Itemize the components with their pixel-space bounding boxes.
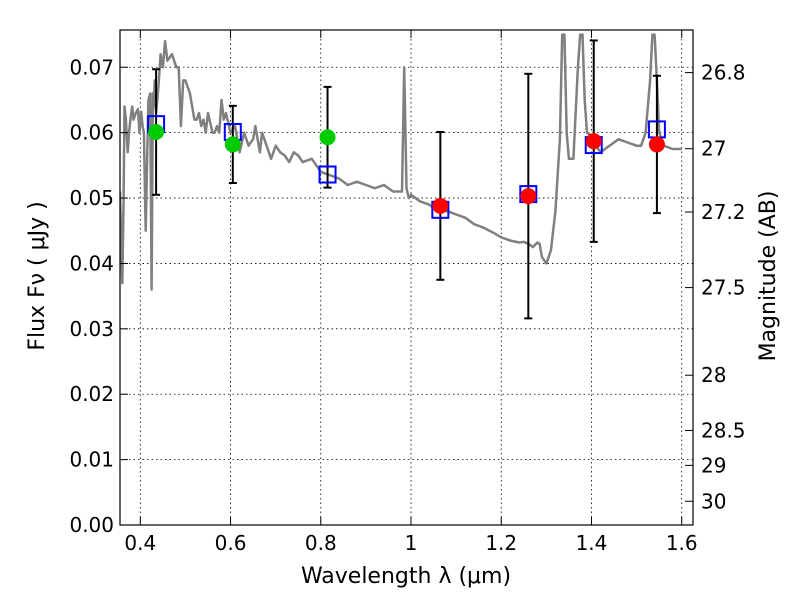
x-tick-label: 0.4	[124, 531, 156, 555]
model-spectrum	[120, 33, 682, 291]
x-tick-label: 1.6	[666, 531, 698, 555]
right-tick-label: 27.5	[701, 276, 746, 300]
right-tick-label: 27	[701, 137, 726, 161]
observed-point	[432, 197, 449, 214]
y-tick-label: 0.01	[69, 448, 114, 472]
observed-point	[224, 136, 241, 153]
grid	[120, 30, 693, 526]
data-points	[147, 115, 666, 219]
y-tick-label: 0.04	[69, 251, 114, 275]
right-tick-label: 29	[701, 453, 726, 477]
spectrum-line	[120, 33, 682, 291]
right-tick-label: 30	[701, 489, 726, 513]
y-tick-label: 0.02	[69, 382, 114, 406]
x-axis-label: Wavelength λ (μm)	[301, 564, 511, 589]
x-tick-label: 0.8	[305, 531, 337, 555]
right-tick-label: 26.8	[701, 61, 746, 85]
right-tick-labels: 26.8 27 27.2 27.5 28 28.5 29 30	[701, 61, 746, 514]
right-axis-label: Magnitude (AB)	[756, 191, 781, 362]
observed-point	[148, 124, 165, 141]
observed-point	[585, 133, 602, 150]
right-tick-label: 28	[701, 363, 726, 387]
x-tick-label: 1	[405, 531, 418, 555]
x-tick-label: 0.6	[215, 531, 247, 555]
axis-ticks	[120, 30, 693, 526]
plot-frame	[119, 29, 694, 526]
x-tick-labels: 0.4 0.6 0.8 1 1.2 1.4 1.6	[124, 531, 697, 555]
y-tick-label: 0.03	[69, 317, 114, 341]
y-tick-label: 0.07	[69, 55, 114, 79]
y-axis-label: Flux Fν ( μJy )	[25, 201, 50, 350]
y-tick-label: 0.00	[69, 513, 114, 537]
observed-point	[648, 136, 665, 153]
model-photometry-square	[318, 165, 337, 184]
x-tick-label: 1.4	[576, 531, 608, 555]
y-tick-labels: 0.00 0.01 0.02 0.03 0.04 0.05 0.06 0.07	[69, 55, 114, 537]
y-tick-label: 0.06	[69, 121, 114, 145]
right-tick-label: 28.5	[701, 418, 746, 442]
y-tick-label: 0.05	[69, 186, 114, 210]
right-tick-label: 27.2	[701, 200, 746, 224]
observed-point	[520, 188, 537, 205]
observed-point	[319, 129, 336, 146]
x-tick-label: 1.2	[485, 531, 517, 555]
